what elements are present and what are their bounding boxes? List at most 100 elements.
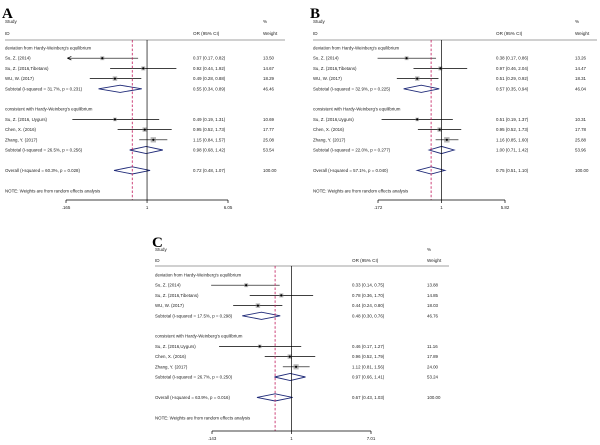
or-ci-value: 1.16 (0.85, 1.60) [496,137,529,142]
x-tick-label: .165 [62,205,71,210]
or-ci-value: 0.51 (0.19, 1.37) [496,117,529,122]
overall-diamond [256,393,293,402]
weight-value: 17.77 [263,127,275,132]
point-estimate [142,67,145,70]
weight-value: 53.24 [427,375,439,380]
header-id: ID [155,258,160,263]
weight-value: 17.89 [427,354,439,359]
x-tick-label: 6.05 [224,205,233,210]
or-ci-value: 1.12 (0.81, 1.56) [352,364,385,369]
or-ci-value: 0.51 (0.29, 0.92) [496,76,529,81]
subtotal-diamond [129,145,163,155]
row-label: Chen, X. (2016) [5,127,37,132]
weight-value: 100.00 [575,168,589,173]
point-estimate [416,118,419,121]
or-ci-value: 0.96 (0.52, 1.79) [352,354,385,359]
point-estimate [245,284,248,287]
weight-value: 46.46 [263,86,275,91]
row-label: Zhang, Y. (2017) [5,137,38,142]
point-estimate [113,77,117,80]
weight-value: 11.16 [427,344,438,349]
point-estimate [294,365,298,368]
or-ci-value: 0.98 (0.68, 1.42) [193,148,226,153]
or-ci-value: 0.95 (0.52, 1.73) [496,127,529,132]
or-ci-value: 1.15 (0.84, 1.57) [193,137,226,142]
weight-value: 24.00 [427,364,439,369]
weight-value: 13.26 [575,56,587,61]
row-label: Zhang, Y. (2017) [155,364,188,369]
weight-value: 14.85 [427,293,439,298]
x-tick-label: 5.82 [501,205,510,210]
or-ci-value: 0.48 (0.30, 0.76) [352,313,385,318]
row-label: Su, Z. (2014) [5,56,31,61]
weight-value: 13.88 [427,283,439,288]
overall-diamond [415,166,447,175]
row-label: Su, Z. (2016,Tibetans) [155,293,199,298]
or-ci-value: 0.49 (0.28, 0.88) [193,76,226,81]
point-estimate [280,294,283,297]
group-label: consistent with Hardy-Weinberg's equilib… [155,334,243,339]
point-estimate [143,128,146,131]
header-study: Study [5,19,17,24]
or-ci-value: 0.72 (0.48, 1.07) [193,168,226,173]
x-tick-label: .172 [374,205,383,210]
or-ci-value: 0.67 (0.43, 1.03) [352,395,385,400]
weights-note: NOTE: Weights are from random effects an… [313,188,409,193]
row-label: Su, Z. (2016,Tibetans) [313,66,357,71]
subtotal-diamond [98,84,142,93]
or-ci-value: 0.97 (0.66, 1.41) [352,375,385,380]
row-label: Overall (I-squared = 57.1%, p = 0.040) [313,168,388,173]
row-label: WU, W. (2017) [5,76,34,81]
weight-value: 25.08 [263,137,275,142]
or-ci-value: 0.46 (0.17, 1.27) [352,344,385,349]
weight-value: 53.96 [575,148,587,153]
weight-value: 100.00 [427,395,441,400]
or-ci-value: 0.37 (0.17, 0.82) [193,56,226,61]
row-label: Subtotal (I-squared = 17.5%, p = 0.298) [155,313,233,318]
subtotal-diamond [403,84,440,93]
point-estimate [438,128,441,131]
weight-value: 53.54 [263,148,275,153]
x-tick-label: 1 [440,205,443,210]
or-ci-value: 0.55 (0.34, 0.89) [193,86,226,91]
header-weight: Weight [427,258,442,263]
subtotal-diamond [242,311,281,320]
point-estimate [439,67,442,70]
row-label: Su, Z. (2016,Tibetans) [5,66,49,71]
weights-note: NOTE: Weights are from random effects an… [155,415,251,420]
row-label: Subtotal (I-squared = 26.7%, p = 0.250) [155,375,233,380]
weight-value: 100.00 [263,168,277,173]
row-label: Overall (I-squared = 60.3%, p = 0.028) [5,168,80,173]
point-estimate [152,138,155,141]
group-label: deviation from Hardy-Weinberg's equilibr… [5,46,92,51]
point-estimate [445,138,448,141]
weight-value: 46.04 [575,86,587,91]
point-estimate [416,77,419,80]
weight-value: 10.31 [575,117,587,122]
row-label: Subtotal (I-squared = 31.7%, p = 0.231) [5,86,83,91]
weight-value: 18.29 [263,76,275,81]
subtotal-diamond [274,372,306,382]
header-study: Study [155,247,167,252]
group-label: deviation from Hardy-Weinberg's equilibr… [155,273,242,278]
or-ci-value: 0.92 (0.44, 1.92) [193,66,226,71]
point-estimate [256,304,260,307]
or-ci-value: 0.78 (0.36, 1.70) [352,293,385,298]
group-label: consistent with Hardy-Weinberg's equilib… [313,107,401,112]
point-estimate [113,118,117,121]
header-study: Study [313,19,325,24]
header-or-ci: OR (95% CI) [496,31,523,36]
header-or-ci: OR (95% CI) [352,258,379,263]
header-id: ID [5,31,10,36]
subtotal-diamond [427,145,456,155]
header-weight: Weight [575,31,590,36]
point-estimate [101,57,104,60]
row-label: Overall (I-squared = 63.9%, p = 0.016) [155,395,230,400]
ci-arrow [67,56,72,61]
point-estimate [288,355,291,358]
panel-letter: C [152,235,163,251]
row-label: Subtotal (I-squared = 26.5%, p = 0.256) [5,148,83,153]
